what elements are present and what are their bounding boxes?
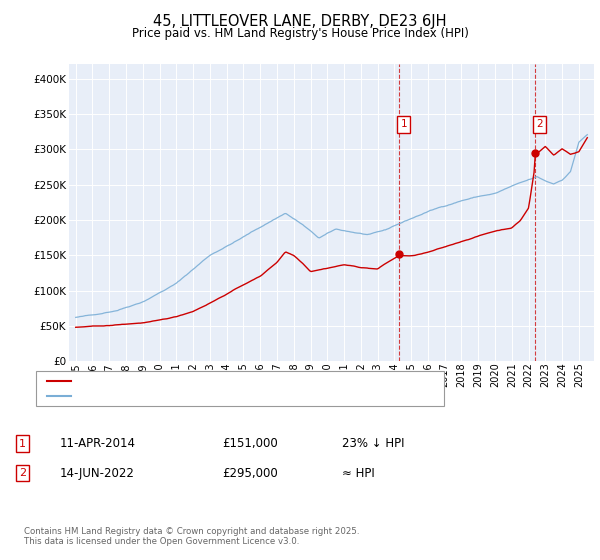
Text: £151,000: £151,000 [222,437,278,450]
Text: 23% ↓ HPI: 23% ↓ HPI [342,437,404,450]
Text: 1: 1 [19,438,26,449]
Text: 45, LITTLEOVER LANE, DERBY, DE23 6JH (detached house): 45, LITTLEOVER LANE, DERBY, DE23 6JH (de… [77,376,380,386]
Text: 11-APR-2014: 11-APR-2014 [60,437,136,450]
Text: 45, LITTLEOVER LANE, DERBY, DE23 6JH: 45, LITTLEOVER LANE, DERBY, DE23 6JH [153,14,447,29]
Text: £295,000: £295,000 [222,466,278,480]
Text: ≈ HPI: ≈ HPI [342,466,375,480]
Text: Contains HM Land Registry data © Crown copyright and database right 2025.
This d: Contains HM Land Registry data © Crown c… [24,526,359,546]
Text: 2: 2 [536,119,543,129]
Text: 14-JUN-2022: 14-JUN-2022 [60,466,135,480]
Text: Price paid vs. HM Land Registry's House Price Index (HPI): Price paid vs. HM Land Registry's House … [131,27,469,40]
Text: 2: 2 [19,468,26,478]
Text: 1: 1 [400,119,407,129]
Text: HPI: Average price, detached house, City of Derby: HPI: Average price, detached house, City… [77,391,338,402]
